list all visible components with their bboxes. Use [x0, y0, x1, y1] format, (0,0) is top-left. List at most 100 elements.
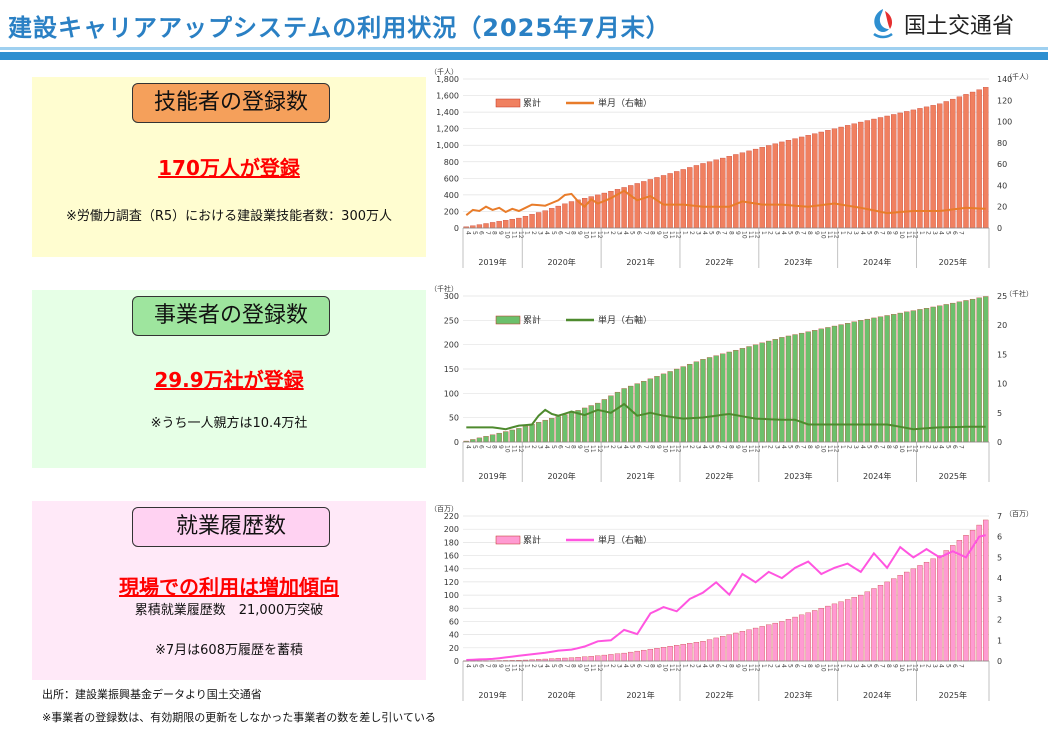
year-label: 2020年: [547, 690, 575, 700]
month-tick-label: 3: [931, 231, 938, 235]
bar: [529, 424, 535, 443]
month-tick-label: 1: [681, 231, 688, 235]
bar: [983, 296, 989, 443]
bar: [864, 120, 871, 229]
month-tick-label: 10: [583, 664, 590, 672]
bar: [700, 641, 706, 662]
bar: [700, 163, 706, 229]
month-tick-label: 12: [754, 664, 761, 672]
month-tick-label: 8: [648, 445, 655, 449]
month-tick-label: 4: [464, 445, 471, 449]
month-tick-label: 12: [596, 445, 603, 453]
y-tick-label: 1,600: [436, 92, 459, 101]
month-tick-label: 7: [957, 445, 964, 449]
month-tick-label: 7: [800, 231, 807, 235]
month-tick-label: 5: [787, 664, 794, 668]
month-tick-label: 4: [701, 664, 708, 668]
month-tick-label: 12: [675, 664, 682, 672]
month-tick-label: 6: [951, 445, 958, 449]
bar: [923, 561, 930, 662]
bar: [910, 310, 917, 443]
month-tick-label: 8: [491, 445, 498, 449]
month-tick-label: 2: [688, 445, 695, 449]
month-tick-label: 2: [530, 231, 537, 235]
month-tick-label: 6: [556, 231, 563, 235]
bar: [654, 647, 660, 662]
bar: [858, 121, 864, 229]
month-tick-label: 8: [648, 664, 655, 668]
bar: [535, 212, 542, 229]
bar: [588, 656, 594, 662]
month-tick-label: 11: [826, 445, 833, 453]
bar: [818, 608, 824, 662]
month-tick-label: 2: [925, 445, 932, 449]
month-tick-label: 11: [826, 231, 833, 239]
month-tick-label: 10: [819, 445, 826, 453]
y-tick-label: 250: [444, 316, 459, 325]
bar: [614, 653, 621, 662]
month-tick-label: 7: [721, 664, 728, 668]
chart-history: 0 20 40 60 80 100 120 140 160 180 200 220 0 1 2 3 4 5 6 7 （百…: [426, 503, 1034, 717]
year-label: 2022年: [705, 471, 733, 481]
month-tick-label: 3: [694, 231, 701, 235]
month-tick-label: 4: [543, 231, 550, 235]
year-label: 2019年: [478, 471, 506, 481]
bar: [680, 169, 686, 229]
month-tick-label: 5: [471, 445, 478, 449]
panel-history-subline: 累積就業履歴数 21,000万突破: [134, 603, 324, 618]
month-tick-label: 4: [780, 664, 787, 668]
month-tick-label: 10: [740, 664, 747, 672]
bar: [483, 223, 489, 229]
month-tick-label: 8: [885, 664, 892, 668]
y-tick-label: 1,200: [436, 125, 459, 134]
month-tick-label: 4: [780, 445, 787, 449]
bar: [660, 373, 667, 443]
month-tick-label: 10: [504, 664, 511, 672]
y2-tick-label: 15: [997, 350, 1007, 359]
month-tick-label: 7: [721, 445, 728, 449]
bar: [851, 597, 857, 662]
bar: [713, 355, 719, 443]
bar: [884, 315, 890, 443]
year-label: 2021年: [626, 257, 654, 267]
y-tick-label: 50: [449, 414, 459, 423]
month-tick-label: 7: [879, 231, 886, 235]
bar: [483, 436, 489, 443]
month-tick-label: 3: [852, 445, 859, 449]
ministry-emblem-icon: [873, 9, 893, 39]
bar: [628, 185, 634, 229]
month-tick-label: 5: [787, 445, 794, 449]
bar: [509, 219, 515, 229]
bar: [535, 422, 542, 443]
bar: [891, 578, 897, 662]
bar: [562, 414, 568, 443]
month-tick-label: 2: [609, 445, 616, 449]
month-tick-label: 6: [793, 664, 800, 668]
month-tick-label: 6: [635, 664, 642, 668]
month-tick-label: 12: [596, 231, 603, 239]
bar: [956, 301, 963, 443]
year-label: 2025年: [939, 690, 967, 700]
month-tick-label: 10: [583, 445, 590, 453]
month-tick-label: 1: [760, 445, 767, 449]
y-tick-label: 40: [449, 631, 459, 640]
month-tick-label: 3: [616, 664, 623, 668]
bar: [779, 337, 785, 443]
month-tick-label: 5: [550, 445, 557, 449]
month-tick-label: 2: [846, 445, 853, 449]
month-tick-label: 4: [543, 664, 550, 668]
bar: [621, 652, 627, 662]
bar: [759, 342, 765, 443]
bar: [621, 187, 627, 229]
month-tick-label: 11: [589, 445, 596, 453]
bar: [950, 302, 956, 443]
bar: [680, 644, 686, 662]
y2-tick-label: 7: [997, 512, 1002, 521]
bar: [891, 314, 897, 443]
y-tick-label: 140: [444, 565, 459, 574]
month-tick-label: 8: [806, 664, 813, 668]
month-tick-label: 3: [931, 664, 938, 668]
month-tick-label: 4: [938, 231, 945, 235]
bar: [641, 649, 647, 662]
panel-workers-note: ※労働力調査（R5）における建設業技能者数：300万人: [65, 209, 392, 224]
